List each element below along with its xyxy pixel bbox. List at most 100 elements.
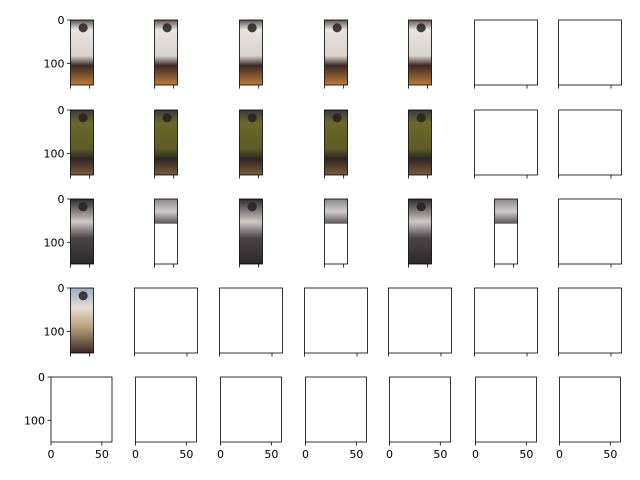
axes-background <box>558 288 622 353</box>
figure-head <box>162 23 172 33</box>
y-tick-label: 100 <box>44 325 65 338</box>
subplot-r3-c0 <box>70 287 94 354</box>
axes-frame <box>50 376 113 443</box>
x-tick-label: 50 <box>179 448 193 461</box>
axes-frame <box>388 287 452 354</box>
axes-background <box>305 377 367 442</box>
subplot-r3-c6 <box>558 287 622 354</box>
axes-background <box>474 288 538 353</box>
x-tick-label: 0 <box>556 448 563 461</box>
y-tick-label: 0 <box>58 104 65 117</box>
image-thumbnail <box>70 199 94 264</box>
subplot-r4-c2 <box>220 376 282 443</box>
axes-frame <box>70 19 94 86</box>
axes-frame <box>389 376 451 443</box>
subplot-r2-c0 <box>70 198 94 265</box>
y-tick-label: 0 <box>58 14 65 27</box>
axes-background <box>389 377 451 442</box>
subplot-r2-c5 <box>494 198 518 265</box>
subplot-r0-c1 <box>154 19 178 86</box>
axes-frame <box>408 198 432 265</box>
image-thumbnail <box>70 20 94 85</box>
x-tick-label: 0 <box>302 448 309 461</box>
subplot-r1-c1 <box>154 109 178 176</box>
axes-background <box>558 199 622 264</box>
axes-frame <box>219 287 283 354</box>
image-thumbnail <box>239 110 263 175</box>
axes-background <box>558 20 622 85</box>
subplot-r3-c5 <box>474 287 538 354</box>
image-thumbnail <box>324 110 348 175</box>
axes-frame <box>559 376 621 443</box>
subplot-r1-c3 <box>324 109 348 176</box>
subplot-r2-c2 <box>239 198 263 265</box>
figure-head <box>247 23 257 33</box>
axes-frame <box>239 109 263 176</box>
axes-background <box>304 288 368 353</box>
subplot-r0-c0 <box>70 19 94 86</box>
image-thumbnail <box>324 20 348 85</box>
figure-head <box>416 113 426 123</box>
subplot-r0-c4 <box>408 19 432 86</box>
x-tick-label: 50 <box>349 448 363 461</box>
subplot-r3-c2 <box>219 287 283 354</box>
image-thumbnail <box>239 199 263 264</box>
axes-background <box>135 377 197 442</box>
axes-background <box>134 288 198 353</box>
axes-frame <box>70 109 94 176</box>
image-thumbnail <box>494 199 518 224</box>
y-tick-label: 100 <box>44 147 65 160</box>
image-thumbnail <box>154 110 178 175</box>
axes-frame <box>239 198 263 265</box>
axes-frame <box>474 287 538 354</box>
image-thumbnail <box>70 288 94 353</box>
axes-frame <box>494 198 518 265</box>
axes-background <box>51 377 112 442</box>
subplot-r2-c6 <box>558 198 622 265</box>
axes-frame <box>474 19 538 86</box>
figure-head <box>332 23 342 33</box>
x-tick-label: 0 <box>472 448 479 461</box>
subplot-r0-c5 <box>474 19 538 86</box>
subplot-r1-c4 <box>408 109 432 176</box>
axes-background <box>559 377 621 442</box>
image-thumbnail <box>408 199 432 264</box>
y-tick-label: 0 <box>58 193 65 206</box>
figure-head <box>78 113 88 123</box>
image-thumbnail <box>154 20 178 85</box>
axes-frame <box>154 198 178 265</box>
image-thumbnail <box>154 199 178 224</box>
subplot-r4-c6 <box>559 376 621 443</box>
subplot-r0-c2 <box>239 19 263 86</box>
axes-frame <box>408 19 432 86</box>
axes-frame <box>134 287 198 354</box>
axes-background <box>220 377 282 442</box>
subplot-r0-c3 <box>324 19 348 86</box>
axes-background <box>388 288 452 353</box>
x-tick-label: 0 <box>48 448 55 461</box>
subplot-r2-c1 <box>154 198 178 265</box>
subplot-r0-c6 <box>558 19 622 86</box>
subplot-r1-c0 <box>70 109 94 176</box>
x-tick-label: 50 <box>264 448 278 461</box>
axes-frame <box>305 376 367 443</box>
x-tick-label: 50 <box>519 448 533 461</box>
y-tick-label: 0 <box>38 371 45 384</box>
axes-frame <box>408 109 432 176</box>
axes-background <box>558 110 622 175</box>
axes-frame <box>475 376 537 443</box>
figure-head <box>162 113 172 123</box>
axes-frame <box>70 198 94 265</box>
subplot-r4-c5 <box>475 376 537 443</box>
axes-frame <box>220 376 282 443</box>
subplot-r1-c6 <box>558 109 622 176</box>
image-thumbnail <box>408 110 432 175</box>
y-tick-label: 0 <box>58 282 65 295</box>
figure-head <box>332 113 342 123</box>
y-tick-label: 100 <box>24 414 45 427</box>
axes-frame <box>558 19 622 86</box>
figure-head <box>78 23 88 33</box>
subplot-r3-c1 <box>134 287 198 354</box>
axes-frame <box>154 19 178 86</box>
